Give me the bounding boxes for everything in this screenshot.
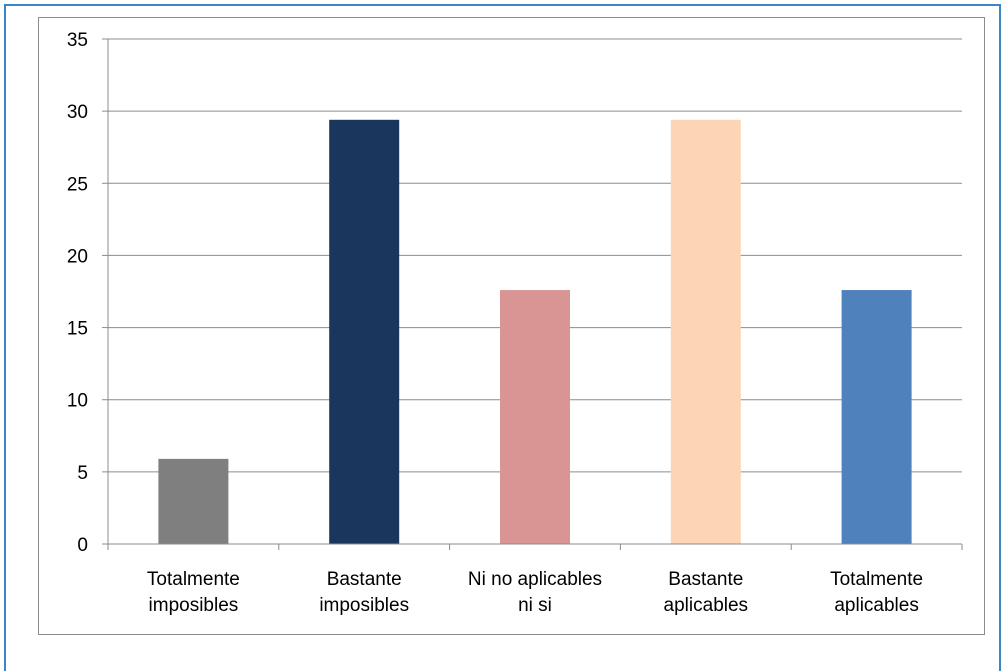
- x-tick-label: Totalmente imposibles: [147, 569, 240, 616]
- y-tick-label: 0: [77, 535, 88, 556]
- bar: [841, 290, 912, 544]
- bars: [158, 119, 912, 545]
- bar: [500, 290, 570, 544]
- y-tick-label: 25: [67, 174, 88, 195]
- x-tick-label: Totalmente aplicables: [830, 569, 923, 616]
- y-tick-label: 30: [67, 102, 88, 123]
- y-tick-label: 20: [67, 246, 88, 267]
- x-axis: [107, 39, 963, 550]
- x-tick-label: Bastante imposibles: [319, 569, 409, 616]
- y-tick-label: 35: [67, 30, 88, 51]
- x-tick-label: Ni no aplicables ni si: [468, 569, 602, 616]
- y-axis-ticks: 0 5 10 15 20 25 30 35: [67, 30, 108, 556]
- x-tick-label: Bastante aplicables: [664, 569, 749, 616]
- bar: [670, 119, 741, 545]
- x-axis-labels: Totalmente imposibles Bastante imposibles Ni…: [147, 569, 923, 616]
- y-tick-label: 15: [67, 319, 88, 340]
- bar: [329, 119, 400, 545]
- y-tick-label: 10: [67, 391, 88, 412]
- bar: [158, 458, 229, 544]
- y-tick-label: 5: [77, 463, 88, 484]
